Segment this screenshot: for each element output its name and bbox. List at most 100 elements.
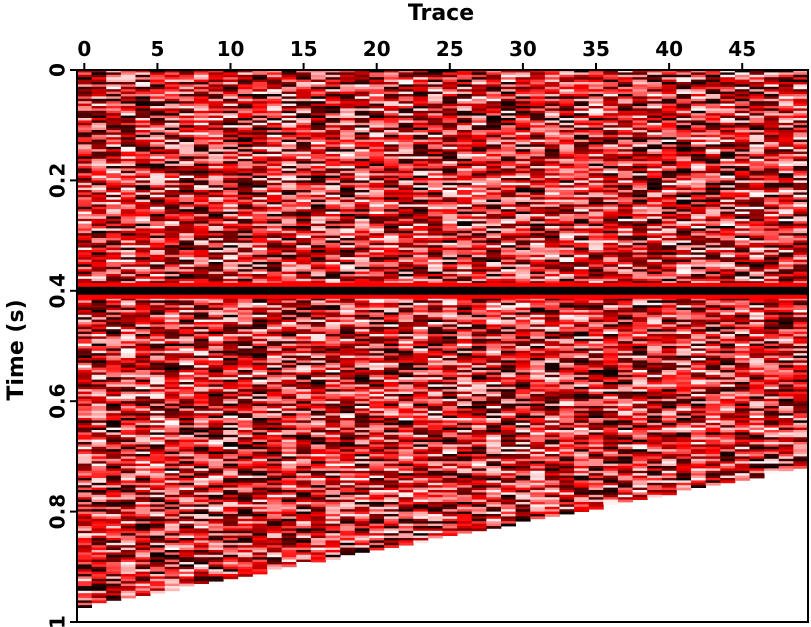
heatmap-cell <box>193 242 209 246</box>
heatmap-cell <box>179 545 195 548</box>
heatmap-cell <box>310 317 326 320</box>
heatmap-cell <box>369 305 385 308</box>
heatmap-cell <box>384 173 400 176</box>
heatmap-cell <box>193 314 209 318</box>
heatmap-cell <box>237 446 253 450</box>
heatmap-cell <box>325 324 341 328</box>
heatmap-cell <box>281 86 297 90</box>
heatmap-cell <box>296 204 312 208</box>
heatmap-cell <box>106 252 122 256</box>
heatmap-cell <box>193 209 209 212</box>
heatmap-cell <box>237 341 253 344</box>
heatmap-cell <box>310 547 326 551</box>
heatmap-cell <box>120 264 136 268</box>
heatmap-cell <box>354 168 370 172</box>
heatmap-cell <box>237 156 253 160</box>
heatmap-cell <box>179 269 195 272</box>
heatmap-cell <box>106 158 122 162</box>
heatmap-cell <box>413 166 429 169</box>
heatmap-cell <box>354 463 370 467</box>
heatmap-cell <box>296 252 312 256</box>
heatmap-cell <box>91 523 107 527</box>
heatmap-cell <box>135 144 151 148</box>
heatmap-cell <box>150 89 166 92</box>
heatmap-cell <box>208 444 224 448</box>
heatmap-cell <box>164 482 180 486</box>
heatmap-cell <box>77 442 93 445</box>
heatmap-cell <box>120 497 136 500</box>
heatmap-cell <box>193 576 209 580</box>
heatmap-cell <box>237 168 253 172</box>
heatmap-cell <box>208 502 224 505</box>
heatmap-cell <box>340 125 356 128</box>
heatmap-cell <box>296 437 312 440</box>
heatmap-cell <box>135 444 151 448</box>
heatmap-cell <box>164 250 180 253</box>
heatmap-cell <box>106 132 122 136</box>
heatmap-cell <box>237 151 253 155</box>
heatmap-cell <box>106 146 122 150</box>
heatmap-cell <box>325 384 341 388</box>
heatmap-cell <box>325 278 341 282</box>
heatmap-cell <box>369 70 385 73</box>
heatmap-cell <box>91 348 107 352</box>
heatmap-cell <box>384 235 400 239</box>
heatmap-cell <box>369 91 385 95</box>
heatmap-cell <box>369 446 385 450</box>
heatmap-cell <box>193 245 209 248</box>
heatmap-cell <box>413 182 429 186</box>
heatmap-cell <box>384 329 400 332</box>
heatmap-cell <box>296 79 312 83</box>
heatmap-cell <box>325 182 341 186</box>
heatmap-cell <box>354 206 370 210</box>
heatmap-cell <box>91 209 107 212</box>
heatmap-cell <box>354 202 370 205</box>
heatmap-cell <box>310 209 326 212</box>
heatmap-cell <box>223 173 239 176</box>
heatmap-cell <box>237 281 253 284</box>
heatmap-cell <box>91 326 107 330</box>
heatmap-cell <box>340 103 356 107</box>
heatmap-cell <box>340 298 356 301</box>
heatmap-cell <box>164 314 180 318</box>
heatmap-cell <box>179 132 195 136</box>
heatmap-cell <box>310 298 326 301</box>
heatmap-cell <box>164 497 180 500</box>
heatmap-cell <box>369 521 385 524</box>
heatmap-cell <box>310 173 326 176</box>
heatmap-cell <box>179 106 195 109</box>
heatmap-cell <box>135 86 151 90</box>
heatmap-cell <box>77 547 93 551</box>
heatmap-cell <box>325 216 341 220</box>
heatmap-cell <box>252 494 268 498</box>
heatmap-cell <box>413 408 429 412</box>
heatmap-cell <box>398 403 414 407</box>
heatmap-cell <box>384 317 400 320</box>
heatmap-cell <box>384 475 400 479</box>
heatmap-cell <box>91 365 107 368</box>
heatmap-cell <box>325 202 341 205</box>
heatmap-cell <box>77 451 93 455</box>
heatmap-cell <box>164 173 180 176</box>
heatmap-cell <box>106 595 122 599</box>
heatmap-cell <box>164 542 180 546</box>
heatmap-cell <box>193 370 209 373</box>
heatmap-cell <box>164 461 180 464</box>
heatmap-cell <box>296 398 312 402</box>
heatmap-cell <box>135 499 151 503</box>
heatmap-cell <box>237 154 253 157</box>
heatmap-cell <box>252 163 268 167</box>
heatmap-cell <box>150 98 166 102</box>
heatmap-cell <box>150 278 166 282</box>
heatmap-cell <box>296 492 312 496</box>
heatmap-cell <box>237 86 253 90</box>
heatmap-cell <box>150 74 166 78</box>
heatmap-cell <box>179 209 195 212</box>
heatmap-cell <box>91 595 107 599</box>
heatmap-cell <box>296 115 312 119</box>
heatmap-cell <box>223 386 239 390</box>
heatmap-cell <box>135 449 151 452</box>
heatmap-cell <box>281 113 297 116</box>
heatmap-cell <box>325 406 341 409</box>
heatmap-cell <box>223 281 239 284</box>
